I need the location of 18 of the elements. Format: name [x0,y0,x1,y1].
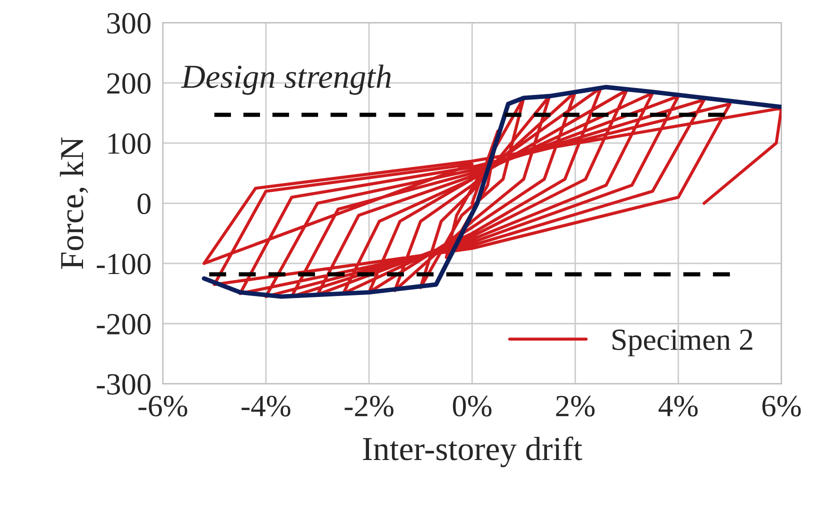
y-tick-label: -200 [96,314,151,335]
x-tick-label: 0% [452,396,492,417]
y-tick-label: 100 [108,133,151,154]
y-tick-label: 200 [107,73,151,94]
x-tick-label: 6% [762,396,801,417]
legend-label: Specimen 2 [612,330,752,356]
y-axis-title: Force, kN [60,137,88,269]
y-tick-label: 0 [138,194,151,214]
y-tick-label: -300 [96,374,151,395]
y-tick-label: -100 [96,254,151,274]
x-tick-label: 4% [658,396,698,417]
x-tick-label: 2% [556,396,595,417]
y-tick-label: 300 [107,13,151,34]
x-axis-title: Inter-storey drift [363,436,582,468]
x-tick-label: -4% [242,396,290,417]
x-tick-label: -6% [138,396,188,417]
annotation: Design strength [180,64,391,95]
x-tick-label: -2% [344,396,394,417]
